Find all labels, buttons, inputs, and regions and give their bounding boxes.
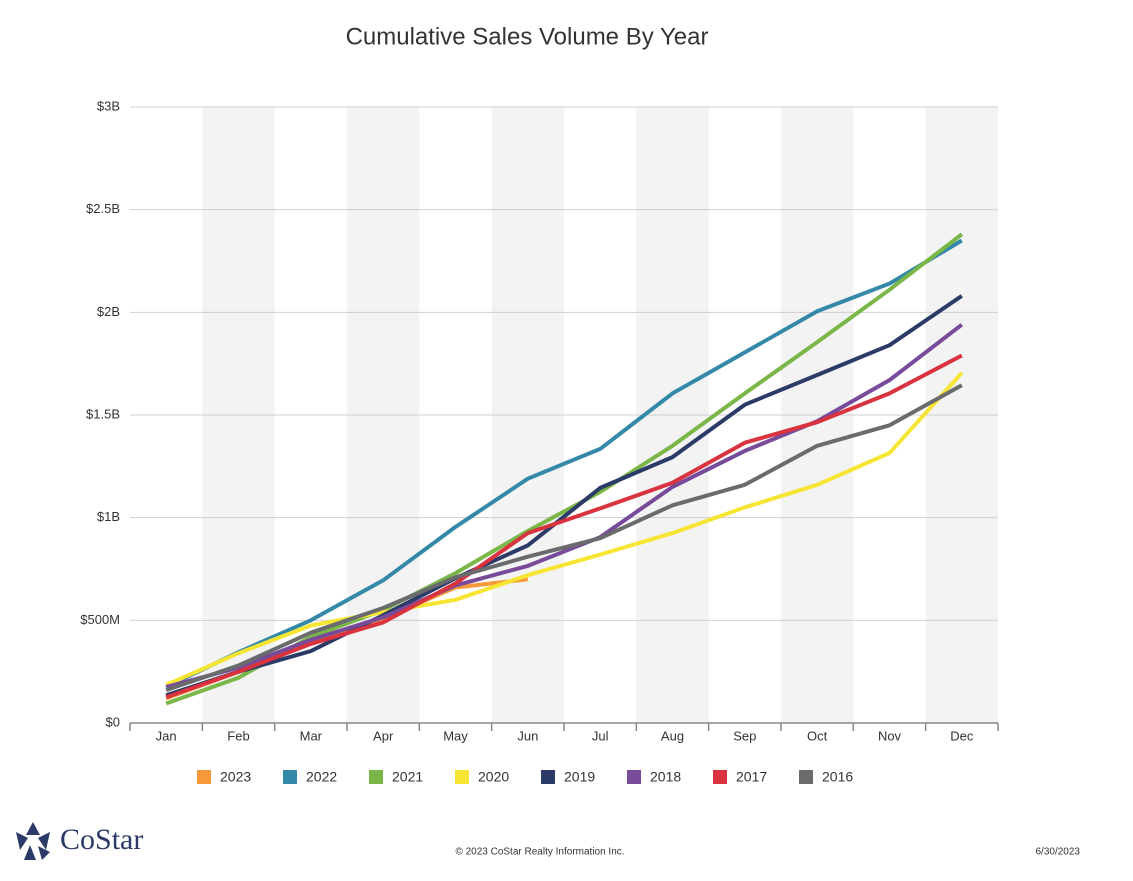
logo-icon bbox=[16, 832, 28, 850]
copyright: © 2023 CoStar Realty Information Inc. bbox=[455, 847, 624, 858]
series-line bbox=[165, 371, 964, 687]
logo-icon bbox=[24, 845, 36, 860]
chart-title: Cumulative Sales Volume By Year bbox=[346, 23, 709, 50]
x-tick-label: Oct bbox=[807, 728, 828, 743]
y-tick-label: $0 bbox=[106, 714, 120, 729]
x-tick-label: Nov bbox=[878, 728, 902, 743]
x-tick-label: Feb bbox=[227, 728, 249, 743]
series-line bbox=[165, 383, 963, 692]
y-tick-label: $2.5B bbox=[86, 201, 120, 216]
legend-label: 2023 bbox=[220, 769, 251, 785]
grid-layer bbox=[129, 106, 999, 731]
line-layer bbox=[165, 232, 964, 706]
legend-label: 2016 bbox=[822, 769, 853, 785]
legend-label: 2022 bbox=[306, 769, 337, 785]
legend-label: 2019 bbox=[564, 769, 595, 785]
logo-icon bbox=[38, 832, 50, 850]
y-tick-label: $3B bbox=[97, 98, 120, 113]
legend-label: 2021 bbox=[392, 769, 423, 785]
y-tick-label: $1B bbox=[97, 509, 120, 524]
legend-label: 2018 bbox=[650, 769, 681, 785]
logo: CoStar bbox=[16, 822, 143, 860]
x-tick-label: May bbox=[443, 728, 468, 743]
legend-label: 2020 bbox=[478, 769, 509, 785]
legend-swatch bbox=[627, 770, 641, 784]
logo-icon bbox=[26, 822, 40, 835]
legend-swatch bbox=[369, 770, 383, 784]
series-line bbox=[165, 238, 963, 689]
x-tick-label: Jun bbox=[517, 728, 538, 743]
legend-swatch bbox=[541, 770, 555, 784]
legend-swatch bbox=[713, 770, 727, 784]
legend-swatch bbox=[455, 770, 469, 784]
x-tick-label: Apr bbox=[373, 728, 394, 743]
legend-swatch bbox=[799, 770, 813, 784]
x-tick-label: Aug bbox=[661, 728, 684, 743]
logo-text: CoStar bbox=[60, 823, 143, 856]
y-tick-label: $2B bbox=[97, 304, 120, 319]
logo-icon bbox=[38, 846, 50, 860]
series-line bbox=[165, 294, 963, 698]
x-tick-label: Mar bbox=[300, 728, 323, 743]
legend-label: 2017 bbox=[736, 769, 767, 785]
date: 6/30/2023 bbox=[1036, 847, 1081, 858]
x-tick-label: Jan bbox=[156, 728, 177, 743]
y-tick-label: $500M bbox=[80, 612, 120, 627]
legend-swatch bbox=[283, 770, 297, 784]
series-line bbox=[165, 323, 964, 690]
legend-swatch bbox=[197, 770, 211, 784]
y-tick-label: $1.5B bbox=[86, 406, 120, 421]
x-tick-label: Dec bbox=[950, 728, 974, 743]
x-tick-label: Sep bbox=[733, 728, 756, 743]
series-line bbox=[165, 353, 963, 700]
x-tick-label: Jul bbox=[592, 728, 609, 743]
